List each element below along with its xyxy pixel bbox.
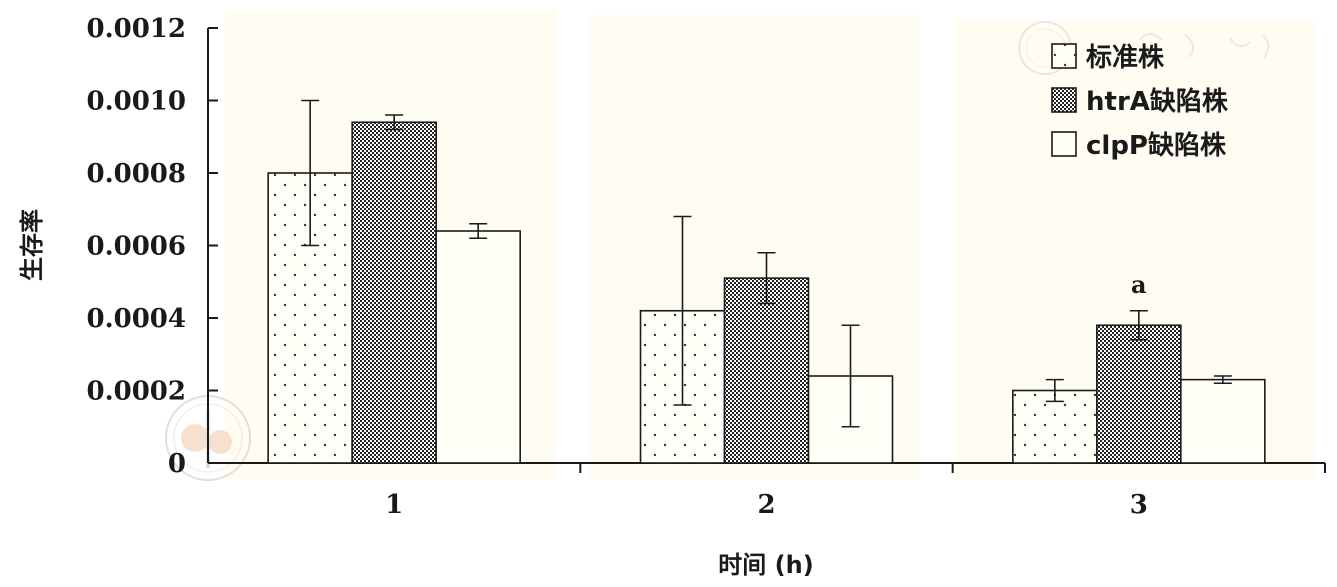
legend-swatch-2 xyxy=(1051,131,1077,157)
x-tick-label: 2 xyxy=(757,490,775,520)
y-tick-label: 0.0006 xyxy=(86,232,186,262)
y-tick-label: 0.0010 xyxy=(86,87,186,117)
y-tick-label: 0.0002 xyxy=(86,377,186,407)
error-bar xyxy=(385,114,404,131)
bar-series-1-cat-0 xyxy=(351,121,437,464)
error-bar xyxy=(841,324,860,428)
bars-layer: a xyxy=(267,99,1266,464)
legend-label-1: htrA缺陷株 xyxy=(1086,87,1229,117)
legend-label-0: 标准株 xyxy=(1086,43,1165,73)
error-bar xyxy=(1213,375,1232,385)
x-tick-label: 1 xyxy=(385,490,403,520)
bar-series-2-cat-2 xyxy=(1180,378,1266,464)
error-bar xyxy=(1045,378,1064,403)
error-bar xyxy=(1129,309,1148,341)
y-tick-label: 0 xyxy=(168,449,186,479)
x-axis-label: 时间 (h) xyxy=(718,551,813,579)
x-tick-label: 3 xyxy=(1130,490,1148,520)
y-tick-label: 0.0004 xyxy=(86,304,186,334)
y-tick-label: 0.0008 xyxy=(86,159,186,189)
legend-swatch-0 xyxy=(1051,43,1077,69)
y-axis-label: 生存率 xyxy=(18,209,46,281)
legend-swatch-1 xyxy=(1051,87,1077,113)
bar-series-1-cat-1 xyxy=(723,277,810,464)
error-bar xyxy=(673,215,692,406)
y-tick-label: 0.0012 xyxy=(86,14,186,44)
bar-series-2-cat-0 xyxy=(435,230,521,464)
legend-label-2: clpP缺陷株 xyxy=(1086,131,1227,161)
legend: 标准株 htrA缺陷株 clpP缺陷株 xyxy=(1051,43,1229,161)
error-bar xyxy=(301,99,320,247)
error-bar xyxy=(469,222,488,240)
annotation-label: a xyxy=(1131,270,1147,299)
bar-series-1-cat-2 xyxy=(1096,324,1182,464)
error-bar xyxy=(757,251,776,305)
